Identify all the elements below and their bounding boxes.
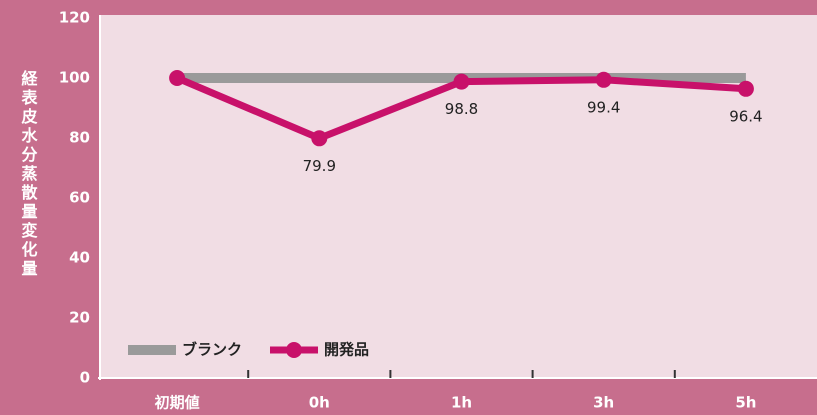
legend-marker	[286, 342, 302, 358]
data-label: 98.8	[445, 100, 478, 118]
legend-label: ブランク	[182, 341, 242, 359]
y-tick-label: 0	[80, 369, 90, 387]
x-tick-label: 3h	[593, 394, 614, 412]
y-tick-label: 40	[69, 249, 90, 267]
data-label: 79.9	[303, 157, 336, 175]
point	[738, 81, 754, 97]
y-tick-label: 60	[69, 189, 90, 207]
x-tick-label: 1h	[451, 394, 472, 412]
point	[454, 74, 470, 90]
chart: 経表皮水分蒸散量変化量 0 20 40 60 80 100 120 初期値 0h 1h 3h 5h ブラ…	[0, 0, 817, 415]
data-label: 99.4	[587, 98, 620, 116]
y-tick-label: 120	[59, 9, 90, 27]
plot-area	[100, 15, 817, 378]
x-tick-label: 初期値	[155, 394, 200, 412]
point	[311, 130, 327, 146]
y-tick-label: 100	[59, 69, 90, 87]
point	[169, 70, 185, 86]
y-axis-label: 経表皮水分蒸散量変化量	[19, 69, 39, 279]
page: {"chart_data": {"type": "line", "y_label…	[0, 0, 817, 415]
data-label: 96.4	[729, 107, 762, 125]
x-tick-label: 5h	[735, 394, 756, 412]
point	[596, 72, 612, 88]
x-tick-label: 0h	[309, 394, 330, 412]
legend-label: 開発品	[324, 341, 369, 359]
y-tick-label: 80	[69, 129, 90, 147]
y-tick-label: 20	[69, 309, 90, 327]
